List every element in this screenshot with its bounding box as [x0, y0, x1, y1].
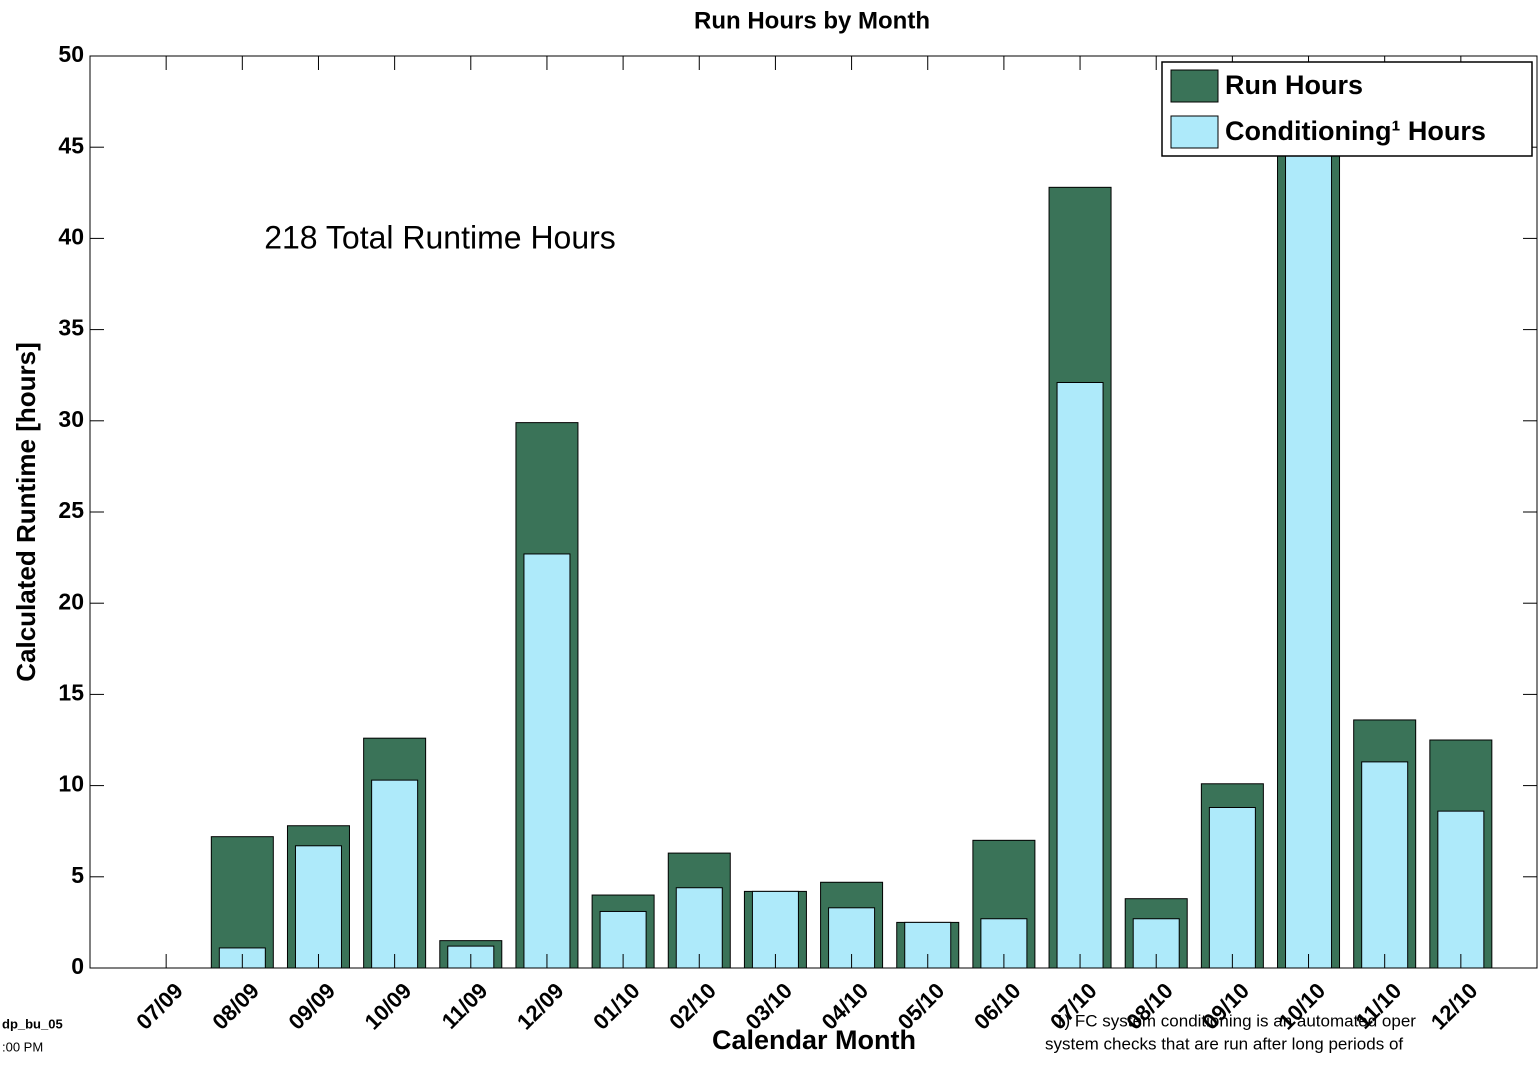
y-tick-label: 45 — [58, 132, 84, 158]
y-tick-label: 35 — [58, 315, 84, 341]
bar — [523, 553, 571, 968]
y-tick-label: 0 — [71, 953, 84, 979]
legend: Run Hours Conditioning¹ Hours — [1161, 61, 1533, 157]
bar — [1437, 810, 1485, 968]
bars — [210, 101, 1493, 968]
bar — [1361, 761, 1409, 968]
y-tick-label: 40 — [58, 223, 84, 249]
y-tick-label: 15 — [58, 679, 84, 705]
y-tick-label: 30 — [58, 406, 84, 432]
y-axis-label: Calculated Runtime [hours] — [11, 342, 41, 681]
legend-swatch — [1170, 115, 1219, 149]
side-text: dp_bu_05 — [2, 1016, 63, 1031]
y-tick-label: 5 — [71, 862, 84, 888]
bar — [1285, 128, 1333, 968]
legend-swatch — [1170, 69, 1219, 103]
chart-title: Run Hours by Month — [694, 7, 930, 34]
legend-label: Conditioning¹ Hours — [1225, 116, 1486, 146]
legend-label: Run Hours — [1225, 70, 1363, 100]
bar — [1208, 806, 1256, 968]
legend-box — [1161, 61, 1533, 157]
bar — [294, 845, 342, 968]
bar — [210, 836, 274, 968]
side-text: :00 PM — [2, 1039, 43, 1054]
annotation: 218 Total Runtime Hours — [264, 219, 616, 255]
y-tick-label: 25 — [58, 497, 84, 523]
footnote: 1) FC system conditioning is an automate… — [1055, 1011, 1416, 1030]
y-tick-label: 50 — [58, 41, 84, 67]
y-tick-label: 10 — [58, 771, 84, 797]
footnote: system checks that are run after long pe… — [1045, 1034, 1403, 1053]
x-axis-label: Calendar Month — [712, 1025, 916, 1055]
y-tick-label: 20 — [58, 588, 84, 614]
bar — [1056, 381, 1104, 968]
bar — [371, 779, 419, 968]
